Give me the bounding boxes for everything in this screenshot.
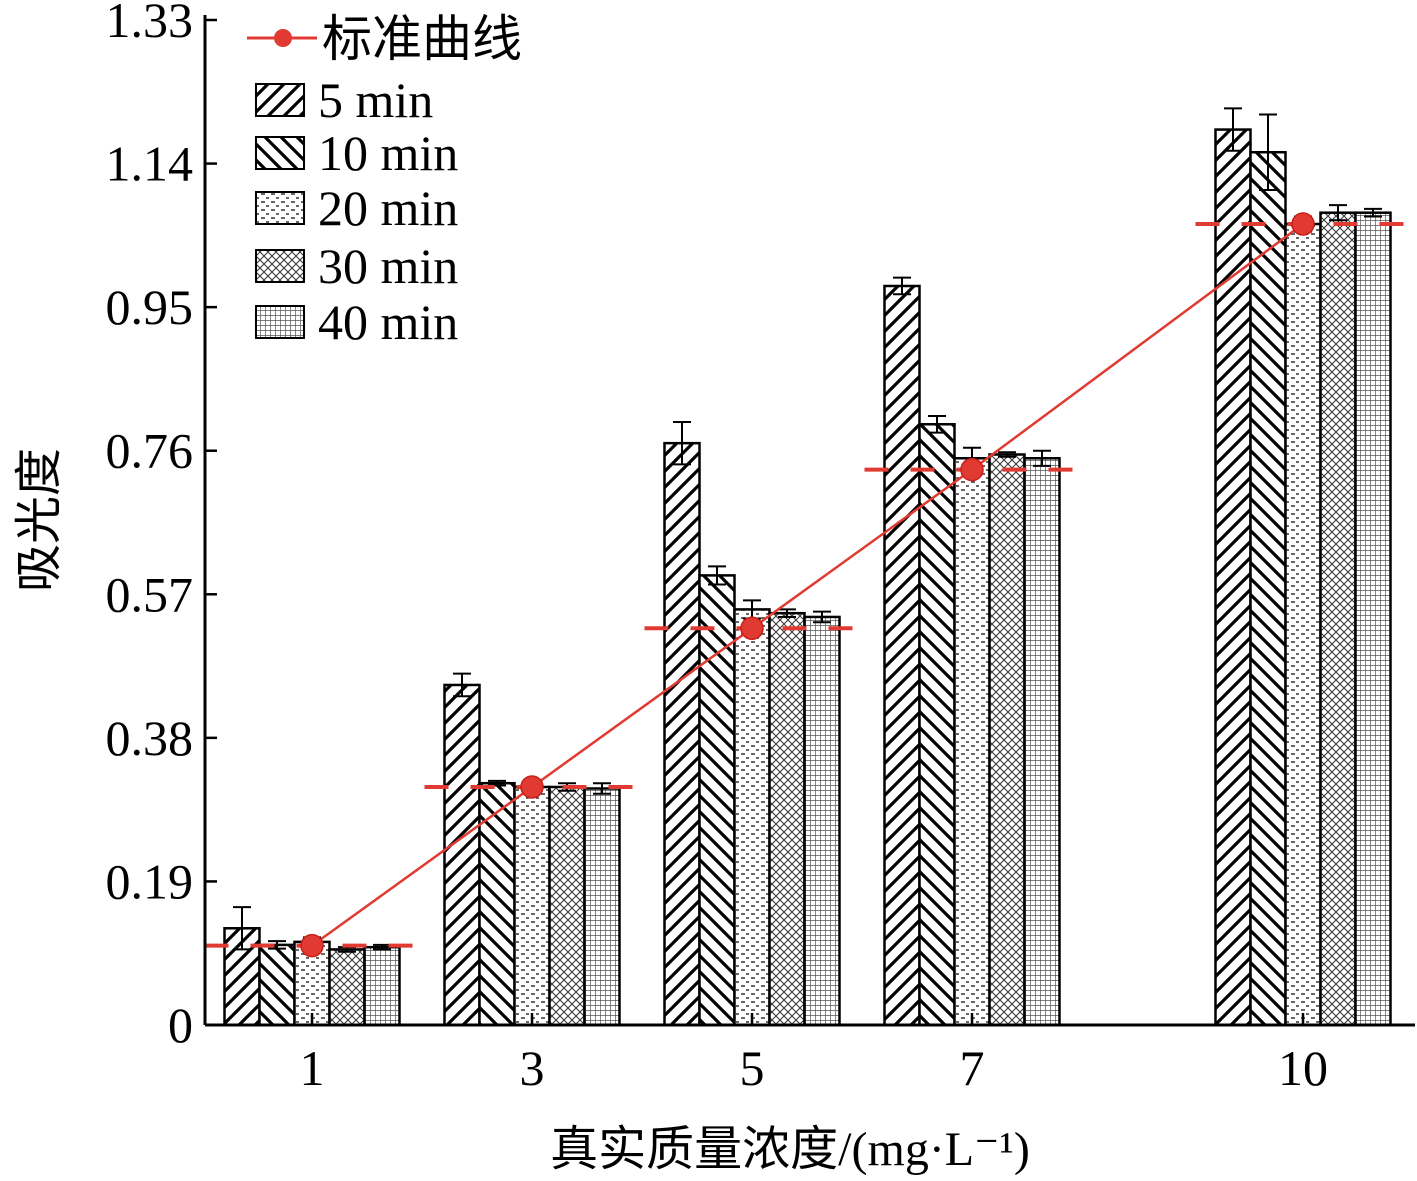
x-tick-label: 10	[1278, 1040, 1328, 1096]
bar	[663, 441, 701, 1027]
standard-curve-point	[300, 933, 324, 958]
standard-curve	[204, 212, 1411, 958]
legend-swatch	[255, 136, 305, 170]
x-tick-label: 5	[740, 1040, 765, 1096]
bar	[918, 423, 956, 1027]
legend-label: 10 min	[318, 125, 458, 181]
y-tick-label: 0.76	[106, 423, 194, 479]
error-bar	[593, 782, 611, 795]
standard-curve-point	[1291, 212, 1315, 236]
bar	[328, 948, 366, 1027]
error-bar	[813, 610, 831, 624]
error-bar	[1033, 449, 1051, 467]
y-axis-label: 吸光度	[13, 448, 66, 592]
series-40-min	[363, 207, 1392, 1027]
error-bar	[453, 672, 471, 698]
bar	[583, 787, 621, 1027]
series-5-min	[223, 107, 1252, 1027]
bar	[883, 284, 921, 1027]
bar	[443, 683, 481, 1027]
bar	[548, 785, 586, 1027]
legend-item: 40 min	[255, 294, 458, 350]
legend-item: 5 min	[255, 72, 433, 128]
standard-curve-point	[520, 775, 544, 799]
error-bar	[893, 276, 911, 296]
bar	[733, 608, 771, 1027]
legend-item: 10 min	[255, 125, 458, 181]
error-bar	[1224, 107, 1242, 152]
legend-swatch	[255, 191, 305, 225]
y-tick-label: 0.38	[106, 710, 194, 766]
standard-curve-point	[960, 457, 984, 482]
bar	[478, 781, 516, 1027]
y-tick-label: 0.57	[106, 566, 194, 622]
error-bar	[1329, 204, 1347, 222]
bars	[223, 107, 1392, 1027]
y-tick-label: 0	[168, 997, 193, 1053]
error-bar	[268, 940, 286, 950]
bar	[1354, 211, 1392, 1027]
x-tick-label: 7	[960, 1040, 985, 1096]
bar	[698, 574, 736, 1027]
legend-label: 20 min	[318, 180, 458, 236]
legend-label: 标准曲线	[322, 11, 522, 67]
bar	[953, 457, 991, 1027]
legend-label: 30 min	[318, 238, 458, 294]
error-bar	[778, 608, 796, 618]
bar	[513, 785, 551, 1027]
error-bar	[998, 451, 1016, 458]
bar	[1214, 128, 1252, 1027]
bar	[363, 945, 401, 1027]
legend-item: 20 min	[255, 180, 458, 236]
error-bar	[1364, 207, 1382, 218]
y-tick-label: 1.14	[106, 136, 194, 192]
axes: 0 0.19 0.38 0.57 0.76 0.95 1.14 1.33 1 3 5 7 10	[106, 0, 1415, 1096]
error-bar	[1259, 113, 1277, 192]
legend-marker	[274, 29, 292, 47]
bar	[1284, 222, 1322, 1027]
legend-item-standard-curve: 标准曲线	[247, 11, 522, 67]
error-bar	[928, 414, 946, 434]
error-bar	[673, 421, 691, 466]
bar	[258, 943, 296, 1027]
y-tick-label: 0.19	[106, 853, 194, 909]
bar	[768, 611, 806, 1027]
legend-swatch	[255, 249, 305, 283]
error-bar	[373, 943, 391, 951]
bar	[1249, 150, 1287, 1027]
error-bar	[708, 565, 726, 586]
x-tick-label: 1	[300, 1040, 325, 1096]
error-bar	[233, 906, 251, 951]
legend-swatch	[255, 83, 305, 117]
bar	[1023, 457, 1061, 1027]
y-tick-label: 1.33	[106, 0, 194, 48]
bar	[803, 615, 841, 1027]
standard-curve-point	[740, 616, 764, 641]
legend-swatch	[255, 305, 305, 339]
legend-item: 30 min	[255, 238, 458, 294]
y-tick-label: 0.95	[106, 279, 194, 335]
bar	[988, 453, 1026, 1027]
legend-label: 5 min	[318, 72, 433, 128]
bar	[1319, 211, 1357, 1027]
x-axis-label: 真实质量浓度/(mg·L⁻¹)	[550, 1123, 1030, 1176]
x-tick-label: 3	[520, 1040, 545, 1096]
legend-label: 40 min	[318, 294, 458, 350]
